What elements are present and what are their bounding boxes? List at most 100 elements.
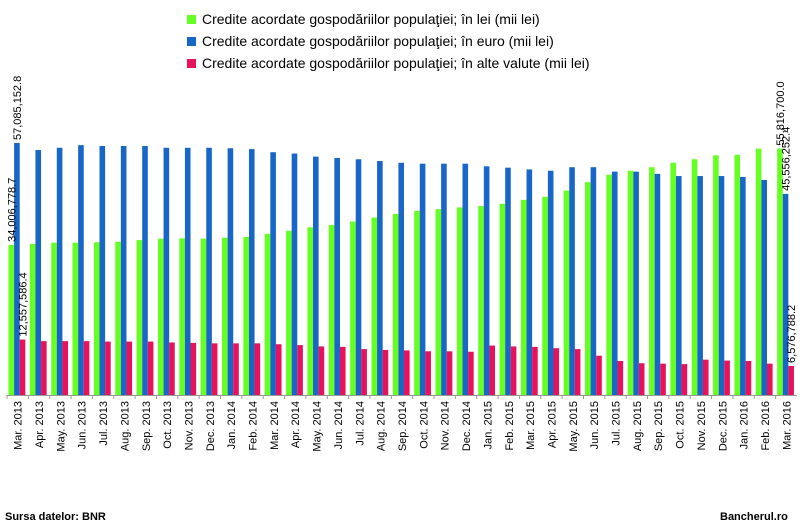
bar-series-1-20	[441, 163, 447, 395]
x-tick-label-25: Apr. 2015	[546, 401, 558, 448]
bar-series-1-30	[654, 173, 661, 395]
bar-series-1-23	[505, 167, 511, 395]
bar-series-0-26	[563, 190, 570, 395]
bar-series-0-19	[414, 210, 420, 395]
bar-series-2-13	[297, 345, 303, 395]
x-tick-label-33: Dec. 2015	[717, 401, 729, 451]
bar-series-0-21	[456, 207, 463, 395]
bar-series-1-3	[78, 145, 84, 395]
bar-series-0-12	[264, 233, 271, 395]
bar-series-0-30	[649, 167, 655, 395]
x-tick-label-24: Mar. 2015	[525, 401, 537, 450]
bar-series-1-35	[761, 180, 767, 395]
bar-series-2-18	[404, 350, 410, 395]
bar-series-2-33	[724, 360, 730, 395]
bar-series-0-31	[670, 162, 676, 395]
source-note: Sursa datelor: BNR	[5, 511, 106, 523]
bar-series-2-16	[361, 349, 367, 395]
x-tick-label-12: Mar. 2014	[269, 401, 281, 450]
bar-series-1-4	[99, 146, 106, 395]
data-label-5: 6,576,788.2	[786, 305, 798, 363]
bar-series-0-25	[542, 196, 548, 395]
bar-series-0-35	[755, 148, 762, 395]
x-tick-label-17: Aug. 2014	[376, 401, 388, 451]
bar-series-0-10	[222, 237, 228, 395]
bar-series-1-28	[611, 171, 618, 395]
bar-series-1-8	[184, 147, 191, 395]
bar-series-1-27	[590, 167, 597, 395]
x-tick-label-14: May. 2014	[312, 401, 324, 452]
bar-series-2-26	[574, 349, 581, 395]
bar-series-2-32	[702, 359, 709, 395]
bar-series-0-5	[115, 241, 121, 395]
bar-series-2-17	[382, 349, 389, 395]
bar-series-1-9	[206, 147, 212, 395]
x-tick-label-30: Sep. 2015	[653, 401, 665, 451]
bar-series-2-6	[147, 341, 154, 395]
bar-series-2-21	[468, 351, 474, 395]
legend-item-euro: Credite acordate gospodăriilor populaţie…	[187, 30, 590, 52]
bar-series-2-19	[425, 351, 431, 395]
bar-series-1-16	[355, 159, 362, 395]
legend-item-other: Credite acordate gospodăriilor populaţie…	[187, 52, 590, 74]
bar-series-2-30	[660, 363, 666, 395]
bar-series-0-13	[286, 230, 292, 395]
x-tick-label-8: Nov. 2013	[183, 401, 195, 450]
bar-series-0-33	[713, 155, 719, 395]
x-tick-label-29: Aug. 2015	[632, 401, 644, 451]
legend-label-other: Credite acordate gospodăriilor populaţie…	[202, 55, 590, 71]
x-tick-label-7: Oct. 2013	[162, 401, 174, 449]
bar-series-0-8	[179, 238, 185, 395]
x-tick-label-9: Dec. 2013	[205, 401, 217, 451]
bar-series-2-35	[767, 363, 773, 395]
bar-series-1-1	[35, 150, 42, 395]
bar-series-0-32	[691, 159, 698, 395]
bar-series-2-0	[19, 339, 26, 395]
bar-series-0-23	[499, 203, 506, 395]
legend-swatch-lei	[187, 14, 196, 24]
legend-item-lei: Credite acordate gospodăriilor populaţie…	[187, 8, 590, 30]
bar-series-1-7	[163, 147, 170, 395]
bar-series-1-10	[227, 148, 234, 395]
bar-series-2-3	[83, 341, 90, 395]
bar-series-1-32	[697, 176, 703, 395]
bar-series-2-27	[596, 355, 602, 395]
bar-series-0-22	[478, 206, 484, 395]
x-tick-label-21: Dec. 2014	[461, 401, 473, 451]
x-tick-label-28: Jul. 2015	[611, 401, 623, 446]
bar-series-0-9	[200, 238, 207, 395]
bar-series-2-34	[745, 361, 752, 395]
bar-series-2-8	[190, 342, 197, 395]
x-tick-label-34: Jan. 2016	[739, 401, 751, 449]
bar-series-1-19	[419, 163, 426, 395]
x-tick-label-32: Nov. 2015	[696, 401, 708, 450]
legend-label-lei: Credite acordate gospodăriilor populaţie…	[202, 11, 540, 27]
data-label-4: 45,556,252.4	[781, 127, 793, 191]
x-tick-label-4: Jul. 2013	[98, 401, 110, 446]
x-tick-label-2: May. 2013	[55, 401, 67, 452]
data-label-2: 12,557,586.4	[18, 272, 30, 336]
bar-series-0-1	[29, 244, 36, 395]
bar-series-2-10	[233, 343, 239, 395]
bar-series-0-17	[371, 217, 378, 395]
bar-series-0-6	[136, 240, 143, 395]
bar-series-2-4	[105, 341, 111, 395]
bar-series-0-14	[307, 227, 314, 395]
legend-label-euro: Credite acordate gospodăriilor populaţie…	[202, 33, 554, 49]
bar-series-0-36	[777, 148, 783, 395]
bar-series-0-4	[93, 242, 100, 395]
bar-series-1-2	[56, 147, 63, 395]
bar-series-0-15	[328, 225, 335, 395]
x-tick-label-22: Jan. 2015	[482, 401, 494, 449]
bar-series-1-12	[270, 152, 276, 395]
bar-series-2-24	[532, 346, 538, 395]
x-tick-label-36: Mar. 2016	[781, 401, 793, 450]
bar-series-0-11	[243, 236, 249, 395]
bar-series-1-15	[334, 157, 340, 395]
bar-series-2-29	[638, 363, 645, 395]
bar-series-1-21	[462, 163, 469, 395]
x-tick-label-23: Feb. 2015	[504, 401, 516, 451]
x-tick-label-6: Sep. 2013	[141, 401, 153, 451]
bar-series-0-20	[435, 209, 442, 395]
bar-series-2-31	[681, 364, 688, 395]
